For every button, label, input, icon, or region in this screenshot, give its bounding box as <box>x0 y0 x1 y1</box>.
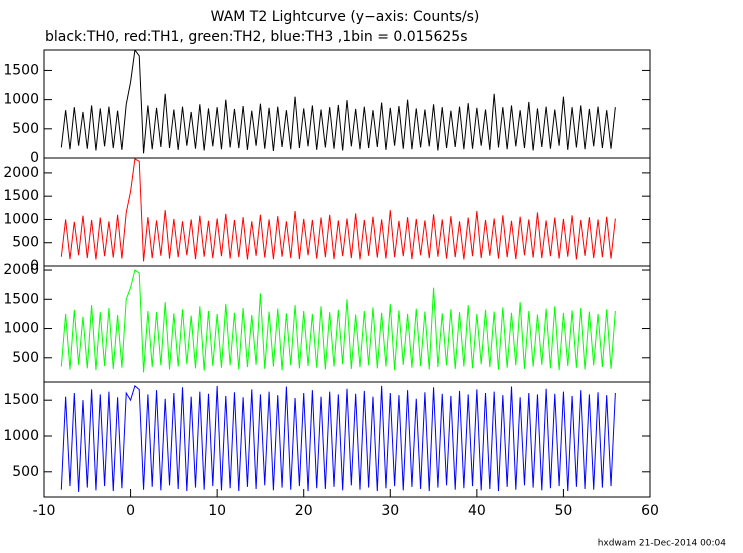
panel-frame <box>43 157 651 267</box>
y-tick-label: 1500 <box>3 291 39 307</box>
y-tick-label: 1000 <box>3 211 39 227</box>
y-tick-label: 1500 <box>3 188 39 204</box>
x-tick-label: 50 <box>555 503 573 519</box>
y-tick-label: 1500 <box>3 392 39 408</box>
x-tick-label: -10 <box>33 503 56 519</box>
x-tick-label: 40 <box>468 503 486 519</box>
y-tick-label: 1000 <box>3 428 39 444</box>
y-tick-label: 2000 <box>3 262 39 278</box>
y-tick-label: 1500 <box>3 62 39 78</box>
y-tick-label: 500 <box>12 235 39 251</box>
x-tick-label: 20 <box>295 503 313 519</box>
footer: hxdwam 21-Dec-2014 00:04 <box>598 539 727 549</box>
light-curve <box>60 385 616 492</box>
light-curve <box>60 269 616 373</box>
y-tick-label: 1000 <box>3 321 39 337</box>
y-tick-label: 500 <box>12 350 39 366</box>
x-tick-label: 60 <box>641 503 659 519</box>
y-tick-label: 0 <box>30 150 39 166</box>
y-tick-label: 1000 <box>3 92 39 108</box>
light-curve <box>60 158 616 262</box>
chart-title: WAM T2 Lightcurve (y−axis: Counts/s) <box>211 9 480 25</box>
y-tick-label: 500 <box>12 464 39 480</box>
x-tick-label: 0 <box>126 503 135 519</box>
light-curve <box>60 50 616 154</box>
x-tick-label: 10 <box>208 503 226 519</box>
panel-frame <box>43 381 651 498</box>
x-tick-label: 30 <box>381 503 399 519</box>
y-tick-label: 2000 <box>3 165 39 181</box>
y-tick-label: 500 <box>12 121 39 137</box>
y-tick-label: 0 <box>30 258 39 274</box>
chart-subtitle: black:TH0, red:TH1, green:TH2, blue:TH3 … <box>45 29 468 45</box>
